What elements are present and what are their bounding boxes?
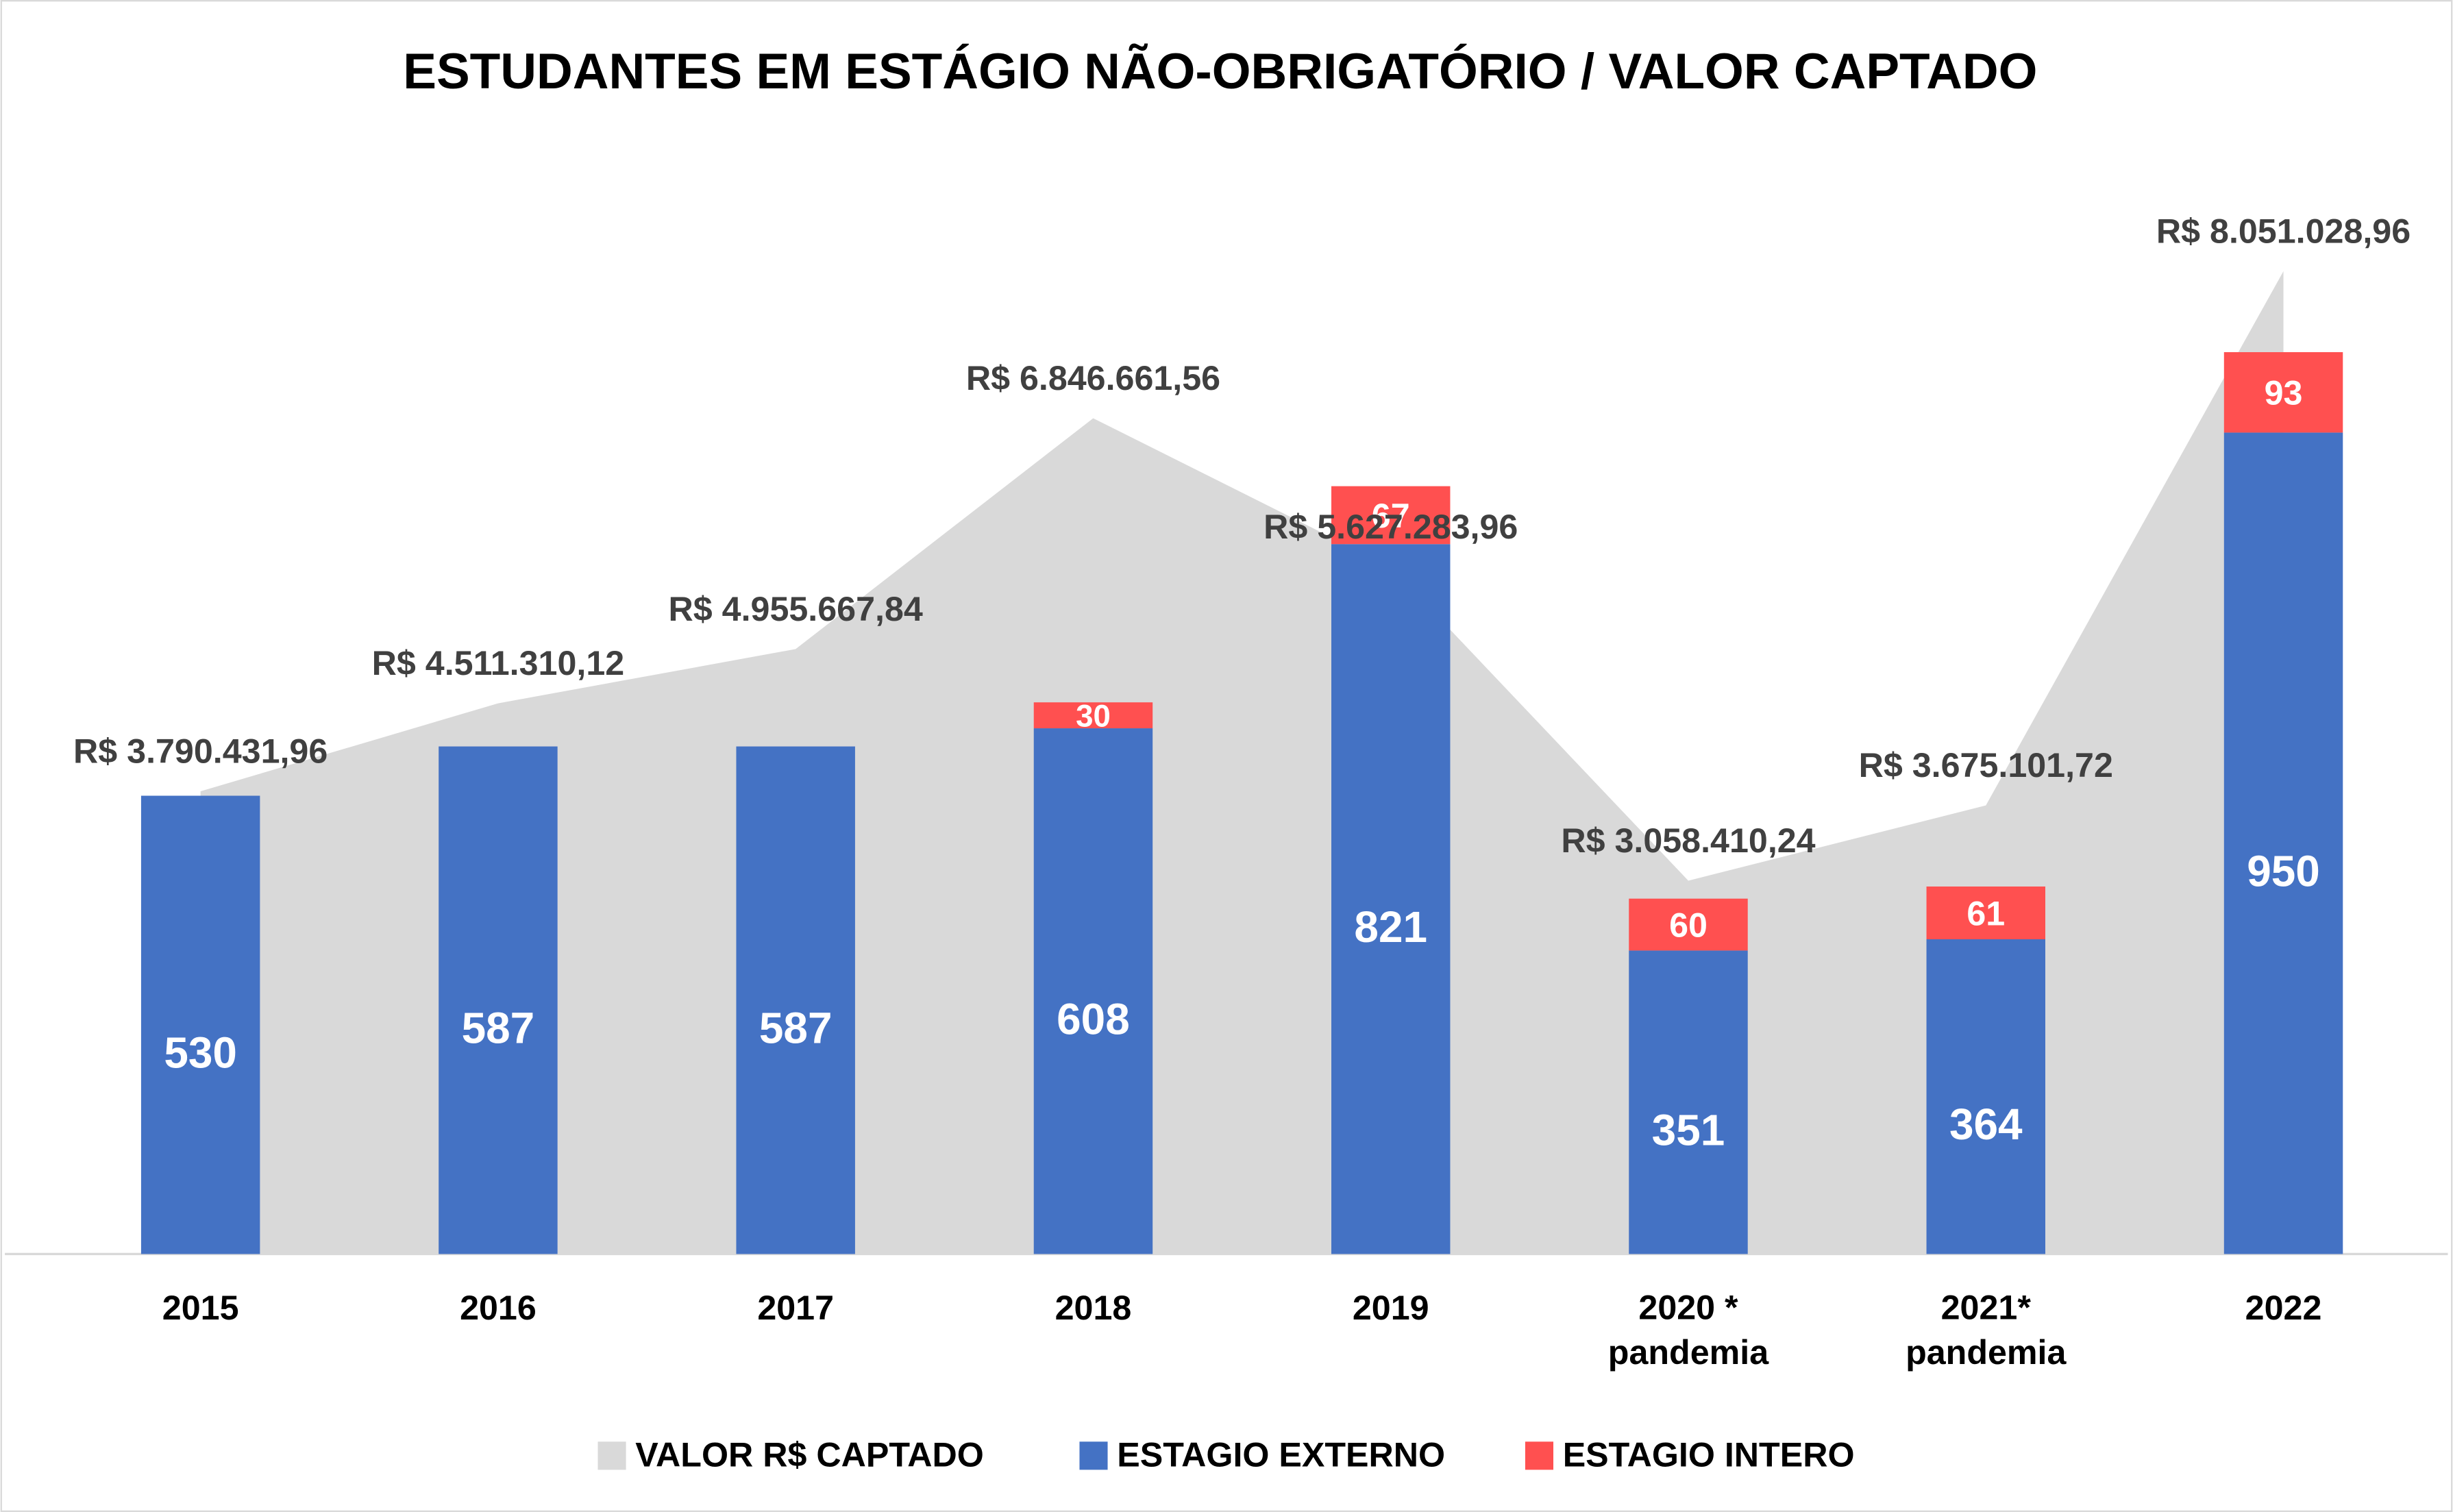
bar-segment: [1926, 887, 2045, 940]
area-value-label: R$ 3.790.431,96: [73, 732, 328, 771]
chart-title: ESTUDANTES EM ESTÁGIO NÃO-OBRIGATÓRIO / …: [403, 44, 2037, 99]
bar-value-label: 67: [1372, 497, 1410, 535]
legend-swatch: [1079, 1441, 1108, 1470]
area-value-label: R$ 4.511.310,12: [372, 644, 624, 682]
bar-segment: [736, 746, 855, 1254]
bar-segment: [439, 746, 558, 1254]
legend-swatch: [1525, 1441, 1554, 1470]
bar-segment: [1331, 544, 1451, 1254]
legend-label: ESTAGIO INTERO: [1563, 1435, 1855, 1474]
x-tick-label: 2019: [1353, 1289, 1429, 1327]
bar-value-label: 587: [759, 1004, 833, 1053]
x-tick-label: 2015: [162, 1289, 239, 1327]
legend-swatch: [597, 1441, 626, 1470]
bar-value-label: 950: [2247, 846, 2320, 895]
x-tick-label: 2020 * pandemia: [1608, 1289, 1769, 1372]
bar-value-label: 608: [1057, 994, 1130, 1043]
bar-segment: [2223, 432, 2343, 1254]
bar-segment: [140, 795, 260, 1254]
area-value-label: R$ 3.058.410,24: [1561, 821, 1815, 860]
bar-segment: [1629, 898, 1748, 951]
area-value-label: R$ 5.627.283,96: [1264, 508, 1518, 546]
legend-label: ESTAGIO EXTERNO: [1117, 1435, 1445, 1474]
bar-value-label: 530: [164, 1028, 237, 1077]
bar-segment: [2223, 352, 2343, 433]
x-tick-label: 2017: [757, 1289, 834, 1327]
bar-value-label: 351: [1652, 1105, 1725, 1154]
bar-segment: [1331, 486, 1451, 545]
area-value-label: R$ 8.051.028,96: [2156, 212, 2411, 250]
area-value-label: R$ 6.846.661,56: [966, 359, 1220, 397]
x-tick-label: 2018: [1055, 1289, 1132, 1327]
bar-value-label: 821: [1354, 902, 1427, 952]
bar-value-label: 93: [2265, 374, 2303, 412]
bar-value-label: 30: [1076, 699, 1111, 734]
x-tick-label: 2022: [2245, 1289, 2322, 1327]
legend-label: VALOR R$ CAPTADO: [635, 1435, 984, 1474]
bar-segment: [1033, 702, 1153, 729]
bar-segment: [1033, 728, 1153, 1254]
bar-value-label: 364: [1949, 1100, 2023, 1149]
bar-value-label: 61: [1967, 894, 2005, 932]
x-tick-label: 2021* pandemia: [1906, 1289, 2067, 1372]
bar-segment: [1629, 950, 1748, 1254]
bar-segment: [1926, 939, 2045, 1254]
bar-value-label: 60: [1669, 906, 1708, 944]
bar-value-label: 587: [462, 1004, 535, 1053]
area-value-label: R$ 4.955.667,84: [669, 590, 923, 628]
x-tick-label: 2016: [460, 1289, 537, 1327]
area-value-label: R$ 3.675.101,72: [1859, 746, 2113, 784]
area: [200, 271, 2284, 1254]
